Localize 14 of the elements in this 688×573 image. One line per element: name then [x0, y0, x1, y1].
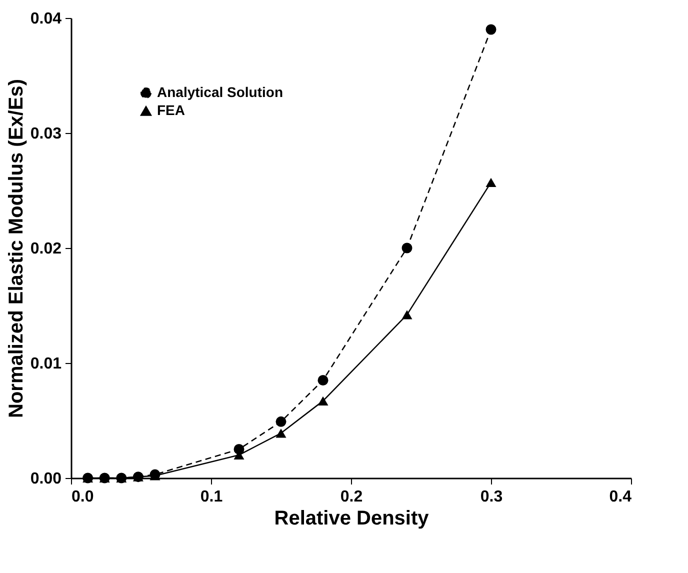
y-tick-label: 0.02: [30, 240, 62, 258]
legend-label: FEA: [157, 102, 185, 118]
x-tick-label: 0.1: [200, 488, 223, 506]
y-tick-label: 0.04: [30, 10, 62, 28]
y-tick-label: 0.00: [30, 470, 62, 488]
x-tick-label: 0.2: [340, 488, 363, 506]
x-axis-title: Relative Density: [274, 508, 430, 530]
y-tick-label: 0.01: [30, 356, 62, 372]
y-tick-label: 0.03: [30, 126, 62, 142]
x-tick-label: 0.3: [480, 488, 503, 506]
legend-label: Analytical Solution: [157, 84, 284, 100]
y-axis-title: Normalized Elastic Modulus (Ex/Es): [5, 79, 28, 418]
x-tick-label: 0.4: [609, 488, 632, 506]
x-tick-label: 0.0: [72, 488, 94, 506]
